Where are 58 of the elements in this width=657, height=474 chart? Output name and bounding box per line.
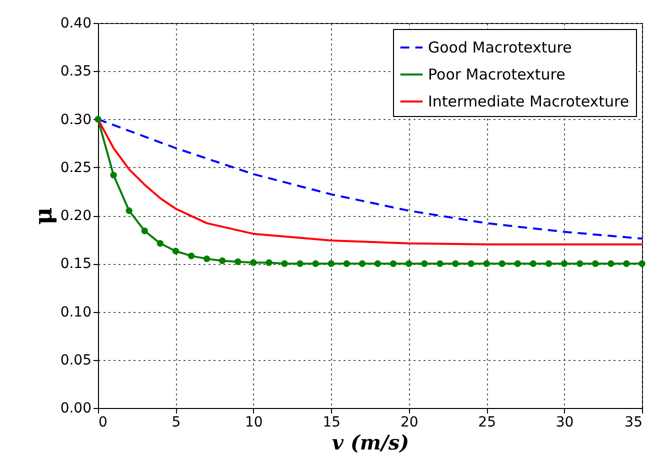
point <box>452 260 459 267</box>
y-tick-label: 0.30 <box>60 112 92 128</box>
point <box>390 260 397 267</box>
point <box>218 257 226 264</box>
point <box>312 260 319 267</box>
point <box>250 259 257 266</box>
point <box>156 240 164 247</box>
point <box>328 260 334 267</box>
x-tick-label: 30 <box>556 414 574 430</box>
y-tick-label: 0.35 <box>60 64 92 80</box>
point <box>110 172 117 178</box>
point <box>436 260 444 267</box>
point <box>638 260 646 267</box>
y-tick-label: 0.05 <box>60 352 92 368</box>
x-tick-label: 5 <box>172 414 181 430</box>
point <box>188 252 195 260</box>
y-tick-label: 0.40 <box>60 16 92 32</box>
point <box>421 260 428 267</box>
point <box>374 260 382 267</box>
point <box>343 260 350 267</box>
x-tick-label: 20 <box>400 414 418 430</box>
x-tick-label: 10 <box>245 414 263 430</box>
point <box>498 260 506 267</box>
legend-label: Good Macrotexture <box>428 38 572 56</box>
legend-label: Intermediate Macrotexture <box>428 92 630 110</box>
point <box>358 260 366 267</box>
y-tick-label: 0.25 <box>60 160 92 176</box>
point <box>203 255 210 262</box>
point <box>94 116 102 123</box>
point <box>483 260 490 267</box>
point <box>172 248 180 254</box>
y-tick-label: 0.15 <box>60 256 92 272</box>
y-tick-label: 0.10 <box>60 304 92 320</box>
point <box>576 260 584 267</box>
point <box>592 260 599 267</box>
point <box>141 228 148 234</box>
point <box>545 260 552 267</box>
point <box>560 260 568 267</box>
point <box>530 260 537 267</box>
legend-label: Poor Macrotexture <box>428 66 566 84</box>
y-axis-title: μ <box>28 207 58 225</box>
point <box>281 260 288 267</box>
x-tick-label: 15 <box>322 414 341 430</box>
point <box>126 207 132 214</box>
x-tick-label: 0 <box>98 414 108 430</box>
point <box>468 260 474 267</box>
x-tick-label: 25 <box>478 414 496 430</box>
y-tick-label: 0.00 <box>60 400 92 416</box>
x-tick-label: 35 <box>624 414 642 430</box>
point <box>608 260 614 267</box>
point <box>406 260 412 267</box>
point <box>296 260 304 267</box>
point <box>234 258 242 266</box>
point <box>514 260 522 267</box>
y-tick-label: 0.20 <box>60 208 92 224</box>
point <box>623 260 630 267</box>
point <box>266 259 272 266</box>
x-axis-title: v (m/s) <box>332 430 410 454</box>
